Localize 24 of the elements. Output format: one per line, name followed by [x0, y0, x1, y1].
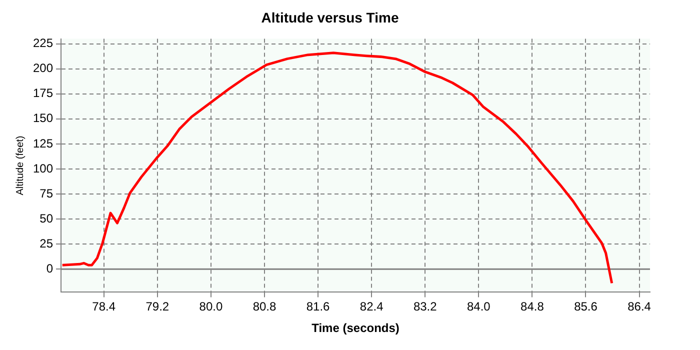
x-tick-label: 81.6 — [306, 300, 330, 314]
x-tick-label: 84.8 — [520, 300, 544, 314]
y-tick-label: 25 — [40, 236, 54, 250]
x-axis-title: Time (seconds) — [312, 321, 400, 336]
x-tick-label: 84.0 — [466, 300, 491, 314]
x-tick-label: 80.8 — [252, 300, 276, 314]
x-tick-label: 79.2 — [146, 300, 170, 314]
chart-title: Altitude versus Time — [261, 9, 399, 26]
y-tick-label: 0 — [46, 261, 54, 276]
y-tick-label: 225 — [32, 36, 54, 50]
y-tick-label: 200 — [32, 61, 54, 76]
y-tick-label: 150 — [32, 111, 54, 126]
y-tick-label: 75 — [40, 186, 54, 200]
x-tick-label: 83.2 — [413, 300, 438, 314]
y-axis-title: Altitude (feet) — [14, 136, 26, 196]
x-tick-label: 78.4 — [92, 300, 116, 314]
x-tick-label: 86.4 — [628, 300, 652, 314]
x-tick-label: 85.6 — [574, 300, 598, 314]
y-tick-label: 125 — [32, 136, 54, 150]
y-tick-label: 175 — [32, 86, 54, 100]
x-tick-label: 82.4 — [360, 300, 384, 314]
y-tick-label: 100 — [32, 161, 54, 176]
x-tick-label: 80.0 — [199, 300, 223, 314]
y-tick-label: 50 — [40, 211, 54, 226]
